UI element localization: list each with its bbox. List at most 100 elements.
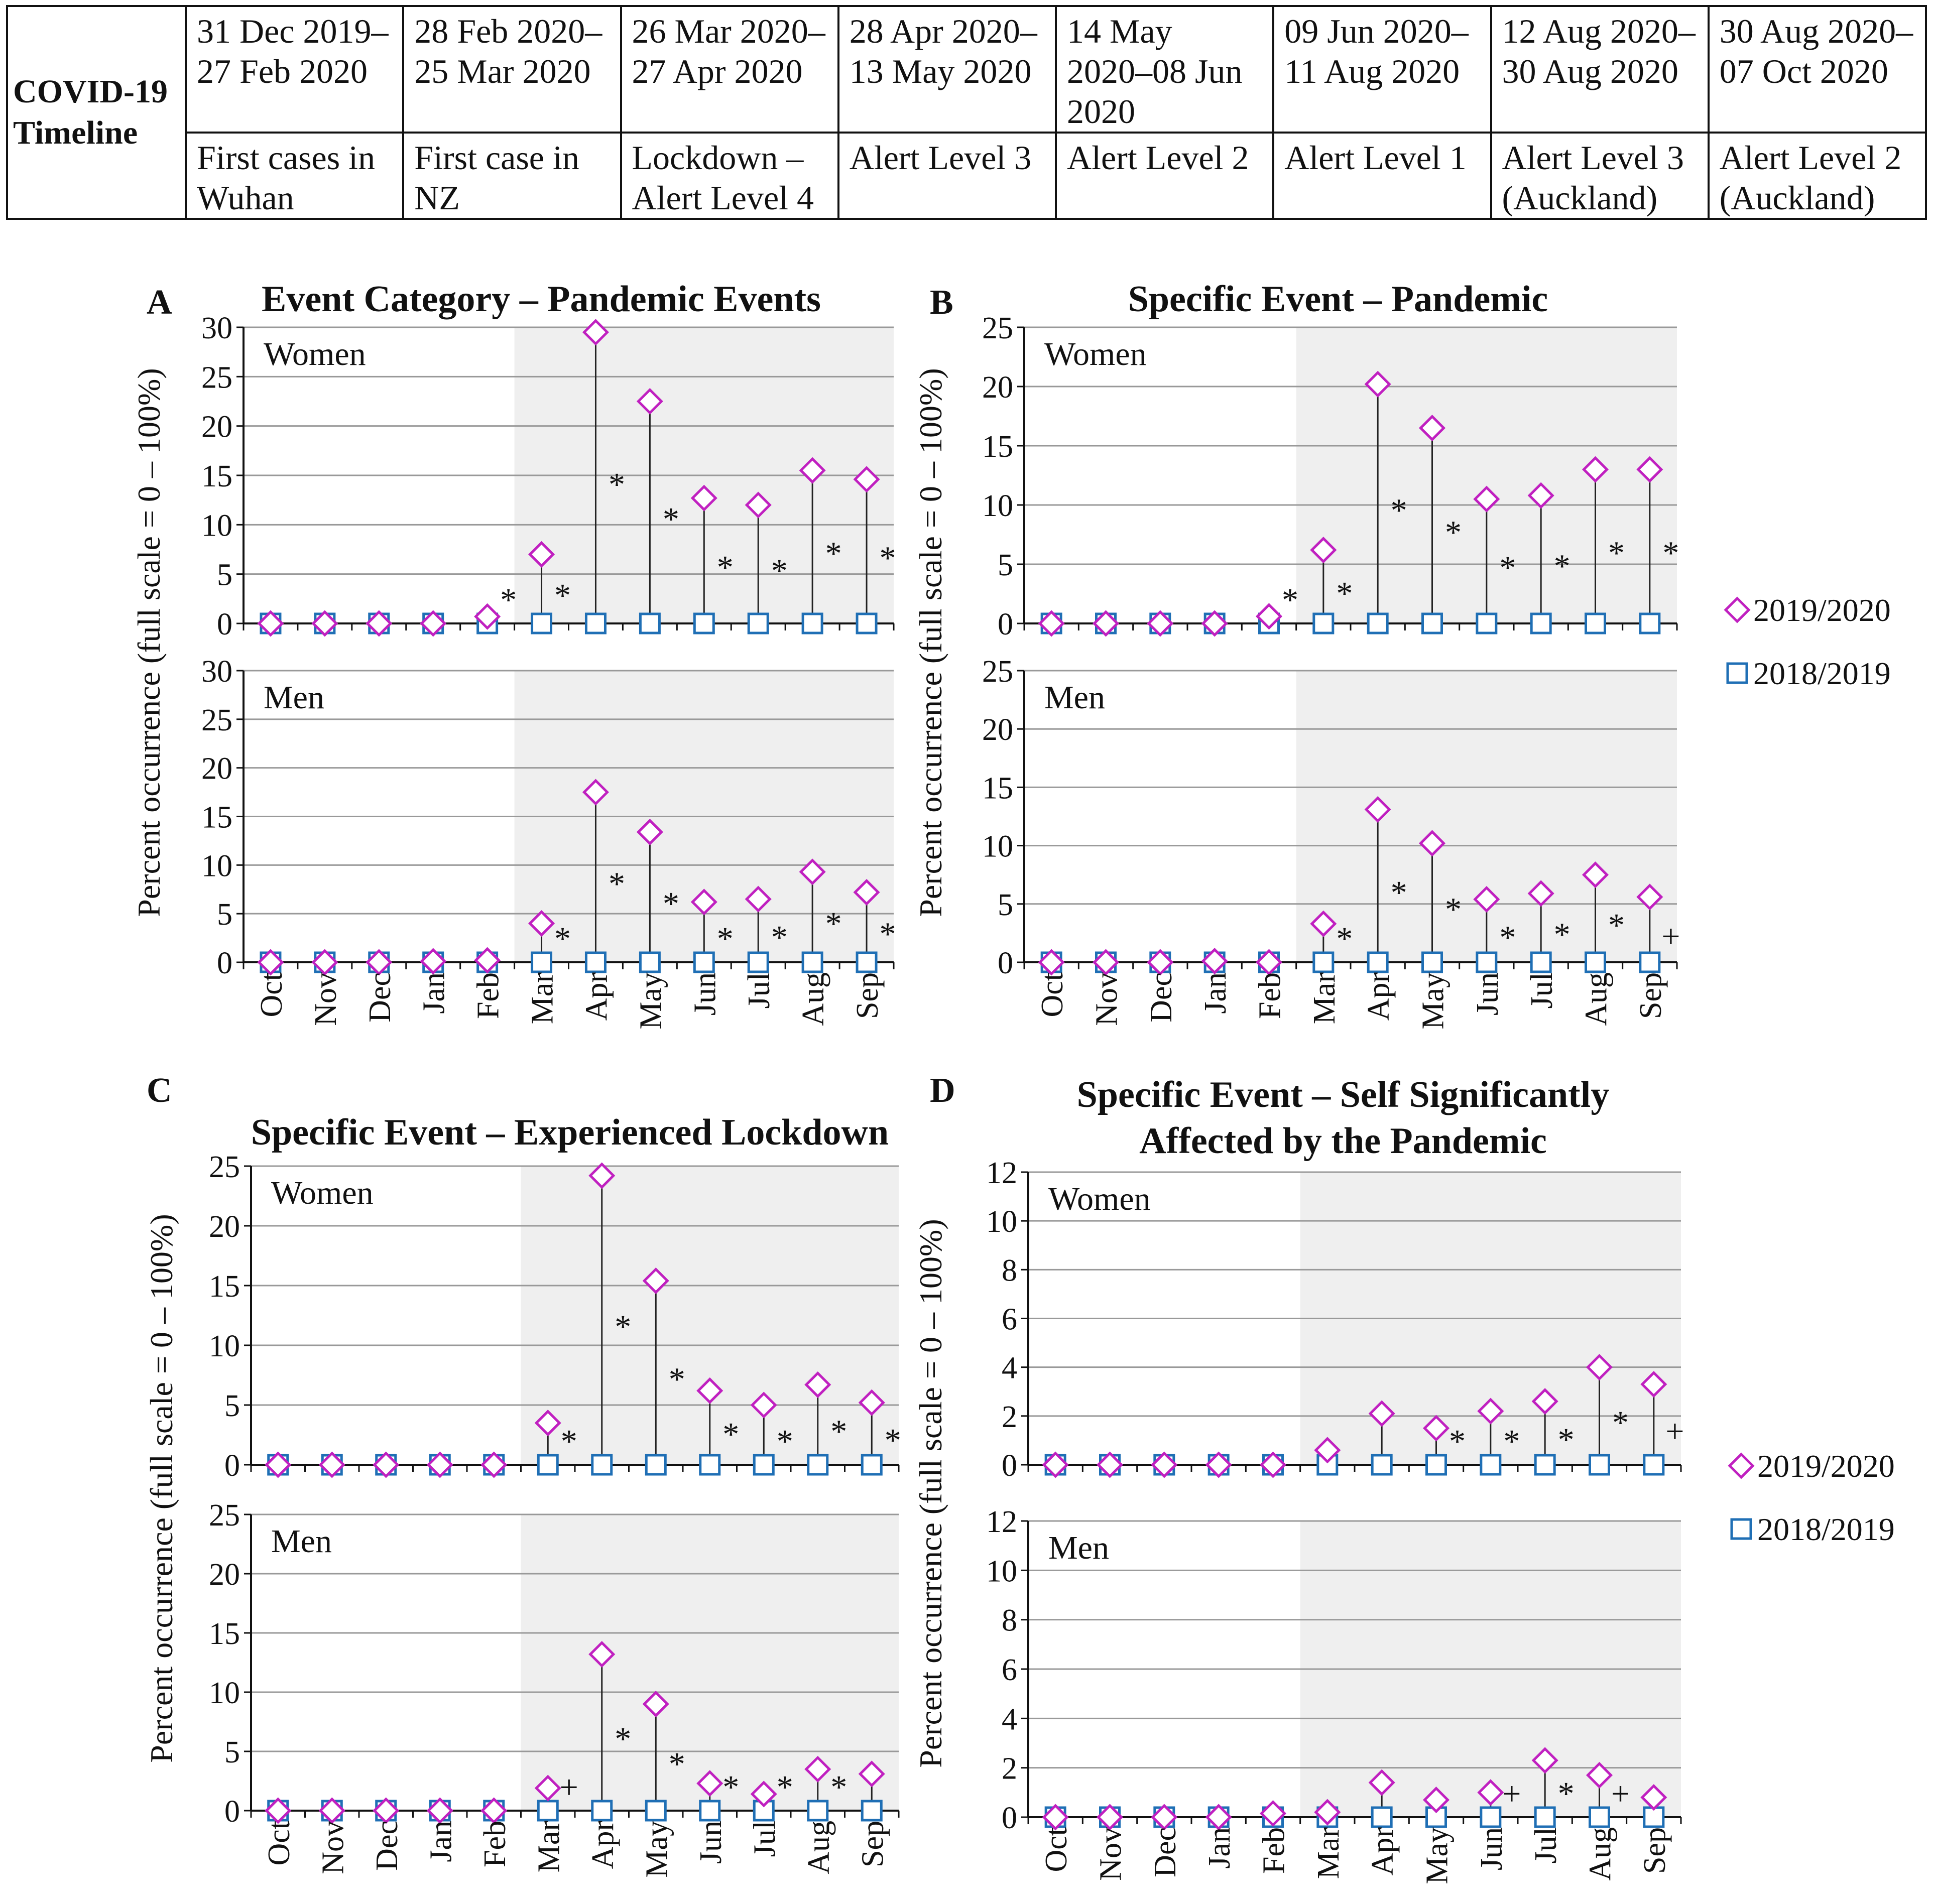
point-2019-2020: [1527, 880, 1554, 907]
y-tick-label: 30: [201, 311, 232, 345]
x-tick-label: Jun: [1475, 1827, 1509, 1870]
x-tick-label: Sep: [856, 1821, 890, 1867]
point-2019-2020: [853, 466, 880, 493]
y-tick-label: 0: [224, 1449, 240, 1483]
panel-letter: B: [930, 283, 953, 322]
y-tick-label: 25: [982, 655, 1013, 689]
point-2018-2019: [1534, 1806, 1556, 1828]
significance-asterisk: *: [609, 466, 625, 503]
y-tick-label: 12: [986, 1505, 1017, 1539]
point-2019-2020: [1531, 1747, 1558, 1774]
point-2018-2019: [807, 1800, 829, 1822]
x-tick-label: May: [1416, 972, 1451, 1030]
x-tick-label: Apr: [586, 1821, 620, 1869]
panel-title-line1: Specific Event – Self Significantly: [1077, 1074, 1610, 1115]
significance-asterisk: *: [1336, 921, 1353, 957]
legend-marker-2019-2020: [1724, 596, 1751, 623]
x-tick-label: Nov: [1090, 972, 1124, 1026]
timeline-period-6-event: Alert Level 1: [1272, 132, 1492, 220]
subplot-label: Women: [1048, 1181, 1151, 1217]
significance-asterisk: *: [1612, 1405, 1629, 1441]
point-2019-2020: [318, 1797, 345, 1824]
point-2018-2019: [861, 1454, 883, 1476]
legend-marker-2019-2020: [1728, 1452, 1755, 1479]
significance-asterisk: *: [825, 536, 842, 572]
x-tick-label: Nov: [309, 972, 343, 1026]
point-2019-2020: [750, 1391, 777, 1419]
point-2018-2019: [747, 612, 769, 634]
point-2019-2020: [745, 885, 772, 913]
significance-asterisk: *: [669, 1361, 685, 1398]
significance-asterisk: *: [663, 501, 679, 538]
point-2019-2020: [1636, 883, 1663, 911]
y-tick-label: 15: [982, 430, 1013, 464]
significance-plus: +: [560, 1769, 578, 1806]
y-tick-label: 10: [986, 1554, 1017, 1588]
timeline-period-5-event: Alert Level 2: [1054, 132, 1275, 220]
point-2018-2019: [1367, 612, 1389, 634]
x-tick-label: Nov: [1094, 1827, 1128, 1881]
point-2019-2020: [373, 1797, 400, 1824]
y-tick-label: 5: [998, 888, 1013, 922]
x-tick-label: Dec: [1144, 972, 1178, 1023]
y-axis-label: Percent occurrence (full scale = 0 – 100…: [144, 1214, 179, 1762]
subplot-label: Men: [1044, 679, 1105, 716]
y-tick-label: 15: [201, 801, 232, 835]
y-tick-label: 0: [1002, 1449, 1017, 1483]
significance-asterisk: *: [669, 1746, 685, 1783]
point-2019-2020: [1259, 1451, 1287, 1478]
point-2019-2020: [1314, 1799, 1341, 1826]
y-tick-label: 8: [1002, 1253, 1017, 1288]
significance-asterisk: *: [1391, 492, 1407, 529]
significance-plus: +: [1661, 918, 1680, 955]
x-tick-label: Aug: [1584, 1827, 1618, 1881]
point-2019-2020: [1092, 949, 1120, 976]
significance-asterisk: *: [561, 1423, 577, 1460]
x-tick-label: Jan: [424, 1821, 458, 1862]
subplot-label: Men: [1048, 1530, 1109, 1566]
point-2018-2019: [531, 951, 553, 973]
point-2019-2020: [1422, 1415, 1450, 1442]
significance-asterisk: *: [1558, 1422, 1575, 1458]
significance-asterisk: *: [722, 1769, 739, 1806]
panel-letter: D: [930, 1071, 955, 1110]
significance-asterisk: *: [1608, 535, 1625, 572]
timeline-period-6-dates: 09 Jun 2020–11 Aug 2020: [1272, 5, 1492, 134]
point-2019-2020: [690, 888, 717, 916]
significance-asterisk: *: [554, 921, 571, 957]
significance-plus: +: [1502, 1775, 1521, 1812]
significance-asterisk: *: [1445, 514, 1462, 551]
point-2019-2020: [1096, 1451, 1124, 1478]
point-2018-2019: [1476, 951, 1498, 973]
legend-label-2019-2020: 2019/2020: [1753, 592, 1891, 628]
point-2018-2019: [699, 1454, 721, 1476]
point-2018-2019: [1476, 612, 1498, 634]
y-tick-label: 15: [209, 1617, 240, 1651]
point-2019-2020: [858, 1389, 885, 1416]
x-tick-label: Jul: [742, 972, 776, 1008]
point-2019-2020: [1477, 1398, 1504, 1425]
point-2019-2020: [311, 610, 338, 637]
point-2018-2019: [1421, 612, 1443, 634]
point-2019-2020: [1042, 1451, 1069, 1478]
point-2019-2020: [1310, 910, 1337, 937]
point-2018-2019: [807, 1454, 829, 1476]
significance-asterisk: *: [1282, 582, 1298, 618]
timeline-heading: COVID-19 Timeline: [6, 5, 187, 220]
subplot-label: Women: [264, 336, 366, 372]
point-2019-2020: [1636, 456, 1663, 483]
y-tick-label: 30: [201, 655, 232, 689]
point-2019-2020: [1310, 537, 1337, 564]
y-tick-label: 6: [1002, 1303, 1017, 1337]
significance-asterisk: *: [722, 1416, 739, 1453]
legend-marker-2018-2019: [1730, 1518, 1752, 1540]
panel-a: A Event Category – Pandemic Events Percent…: [131, 279, 896, 1030]
y-tick-label: 25: [209, 1498, 240, 1533]
y-axis-label: Percent occurrence (full scale = 0 – 100…: [131, 368, 167, 917]
x-tick-label: Jul: [1529, 1827, 1563, 1863]
significance-asterisk: *: [830, 1413, 847, 1450]
y-tick-label: 10: [982, 830, 1013, 864]
y-tick-label: 5: [217, 558, 232, 592]
point-2018-2019: [1643, 1806, 1665, 1828]
